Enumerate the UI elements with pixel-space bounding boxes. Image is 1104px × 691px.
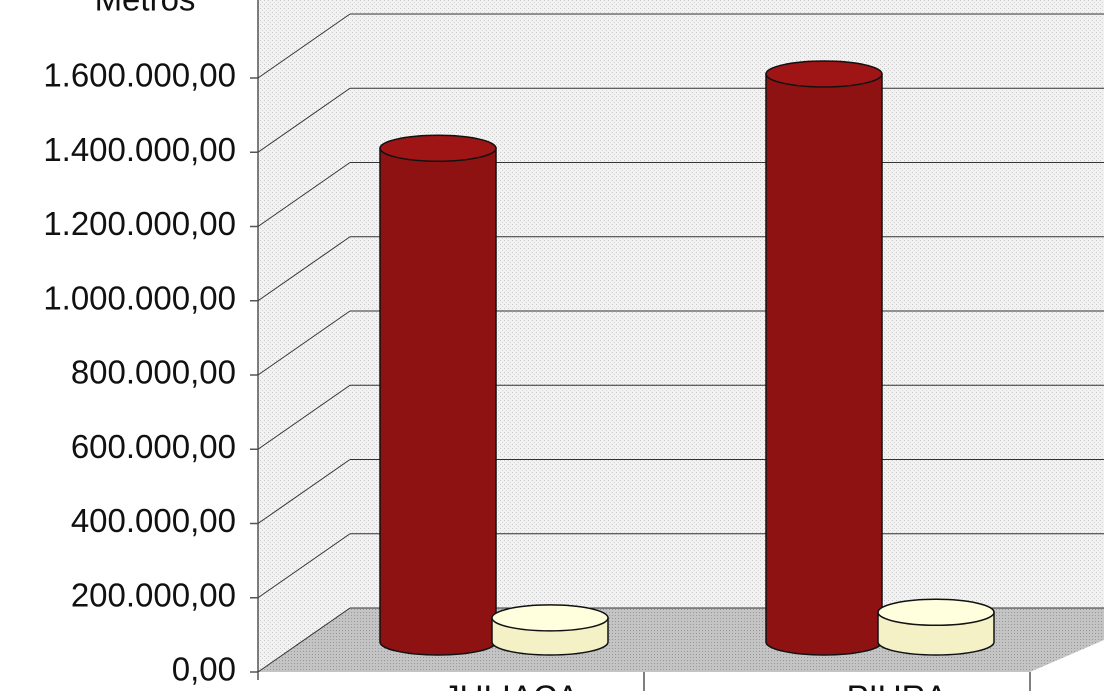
x-tick-label: JULIACA [443, 679, 579, 691]
y-tick-label: 400.000,00 [71, 502, 236, 539]
y-axis-title: Metros [95, 0, 196, 18]
grid-line [257, 236, 351, 302]
side-wall [258, 0, 350, 672]
y-tick-label: 200.000,00 [71, 576, 236, 613]
bar-part [765, 73, 883, 656]
y-tick-label: 1.400.000,00 [43, 131, 236, 168]
grid-line [257, 87, 351, 153]
grid-line [257, 384, 351, 450]
bar-part [491, 604, 609, 632]
bar-part [379, 147, 497, 656]
bar [877, 598, 995, 656]
y-tick-label: 800.000,00 [71, 354, 236, 391]
bar [491, 604, 609, 656]
y-tick-label: 600.000,00 [71, 428, 236, 465]
grid-line [257, 533, 351, 599]
back-wall [350, 0, 1104, 608]
y-tick-label: 0,00 [172, 651, 236, 688]
x-tick-label: PIURA [847, 679, 948, 691]
grid-line [257, 162, 351, 227]
bar-part [877, 598, 995, 627]
grid-line [257, 13, 351, 79]
bar-part [765, 60, 883, 88]
grid-line [257, 607, 351, 673]
bar-part [379, 134, 497, 162]
grid-line [257, 310, 351, 376]
y-tick-label: 1.000.000,00 [43, 279, 236, 316]
y-tick-label: 1.200.000,00 [43, 205, 236, 242]
grid-line [257, 459, 351, 524]
bar [379, 134, 497, 656]
bar [765, 60, 883, 656]
y-tick-label: 1.600.000,00 [43, 57, 236, 94]
